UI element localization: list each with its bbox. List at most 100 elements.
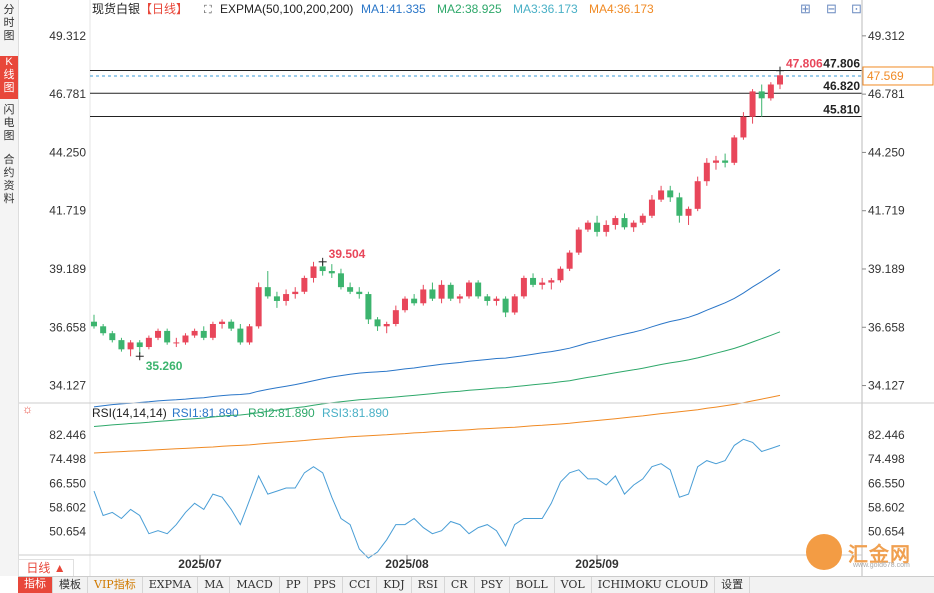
rsi-tick-right: 58.602 [868,501,905,515]
price-tick-left: 34.127 [49,379,86,393]
toolbar-tab-5[interactable]: MACD [230,577,280,593]
toolbar-tab-12[interactable]: PSY [475,577,510,593]
candle-body [365,294,372,320]
ema200-line [93,394,781,454]
brand-logo: 汇金网 [806,534,911,570]
price-tick-right: 41.719 [868,204,905,218]
candle-body [703,162,710,182]
candle-body [630,222,637,228]
toolbar-tab-2[interactable]: VIP指标 [88,577,143,593]
sidebar-tab-0[interactable]: 分时图 [3,4,15,42]
fullscreen-icon[interactable]: ⊡ [851,1,862,16]
candle-body [255,287,262,327]
candle-body [310,266,317,278]
candle-body [676,197,683,216]
brand-url: www.gold678.com [853,562,910,569]
sidebar: 分时图 K线图闪电图合约资料 [0,0,19,576]
price-tick-left: 41.719 [49,204,86,218]
candle-body [392,310,399,324]
price-tick-left: 39.189 [49,262,86,276]
candle-body [136,342,143,348]
price-tick-right: 44.250 [868,145,905,159]
candle-body [731,137,738,163]
toolbar-tab-9[interactable]: KDJ [377,577,412,593]
ma2-label: MA2:38.925 [437,2,502,16]
zoom-in-icon[interactable]: ⊞ [800,1,811,16]
candle-body [566,252,573,269]
sidebar-tab-1[interactable]: K线图 [0,56,18,99]
candle-body [301,277,308,292]
date-tick: 2025/07 [178,557,222,571]
candle-body [118,340,125,350]
toolbar-tab-7[interactable]: PPS [308,577,344,593]
indicator-toolbar: 指标 模板 VIP指标 EXPMA MA MACD PP PPS CCI KDJ RSI CR PSY B… [18,576,934,593]
price-tick-right: 39.189 [868,262,905,276]
price-tick-right: 34.127 [868,379,905,393]
sidebar-tab-3[interactable]: 合约资料 [3,154,15,205]
toolbar-tab-15[interactable]: ICHIMOKU CLOUD [592,577,716,593]
candle-body [420,289,427,304]
toolbar-tab-14[interactable]: VOL [555,577,592,593]
price-tick-right: 36.658 [868,320,905,334]
anno-label: 47.806 [786,57,823,71]
brand-name: 汇金网 [848,543,911,566]
candle-body [466,282,473,297]
candle-body [319,266,326,272]
candle-body [411,298,418,304]
candle-body [639,215,646,223]
toolbar-tab-13[interactable]: BOLL [510,577,555,593]
expma-icon[interactable]: ⛶ [204,4,212,16]
candle-body [292,291,299,295]
period-selector[interactable]: 日线 ▲ [18,559,74,577]
sidebar-tab-2[interactable]: 闪电图 [3,104,15,142]
rsi-tick-right: 50.654 [868,525,905,539]
level-label: 47.806 [823,57,860,71]
zoom-out-icon[interactable]: ⊟ [826,1,837,16]
candle-body [219,321,226,324]
toolbar-tab-6[interactable]: PP [280,577,308,593]
candle-body [749,91,756,117]
ma3-label: MA3:36.173 [513,2,578,16]
rsi-tick-right: 74.498 [868,452,905,466]
candle-body [584,222,591,230]
ma1-label: MA1:41.335 [361,2,426,16]
level-label: 45.810 [823,102,860,116]
candle-body [685,208,692,216]
rsi-tick-left: 58.602 [49,501,86,515]
rsi-settings-icon[interactable]: ☼ [22,402,33,416]
candle-body [91,321,97,327]
toolbar-tab-10[interactable]: RSI [412,577,445,593]
candle-body [621,218,628,228]
candle-body [438,284,445,299]
candle-body [191,330,198,336]
current-price-tag-box [862,66,934,86]
ema50-line [93,268,781,408]
toolbar-tab-1[interactable]: 模板 [53,577,88,593]
candle-body [548,280,555,283]
candle-body [694,181,701,209]
toolbar-tab-16[interactable]: 设置 [715,577,751,593]
brand-logo-icon [806,534,842,570]
rsi-tick-left: 50.654 [49,525,86,539]
toolbar-tab-11[interactable]: CR [445,577,475,593]
date-tick: 2025/09 [575,557,619,571]
candle-body [530,277,537,285]
candle-body [264,287,271,297]
candle-body [209,324,216,338]
toolbar-tab-4[interactable]: MA [198,577,231,593]
candle-body [767,84,774,99]
toolbar-tab-3[interactable]: EXPMA [143,577,199,593]
instrument-title: 现货白银【日线】 [92,1,188,16]
candle-body [356,291,363,295]
candle-body [511,296,518,313]
rsi-series-line [93,438,781,559]
chart-canvas[interactable]: 现货白银【日线】 ⛶ EXPMA(50,100,200,200) MA1:41.… [0,0,934,576]
toolbar-tab-0[interactable]: 指标 [18,577,53,593]
candle-body [740,116,747,138]
candle-body [484,296,491,301]
toolbar-tab-8[interactable]: CCI [343,577,378,593]
candle-body [520,277,527,297]
candle-body [502,298,509,313]
candle-body [283,294,290,301]
candle-body [246,326,253,343]
